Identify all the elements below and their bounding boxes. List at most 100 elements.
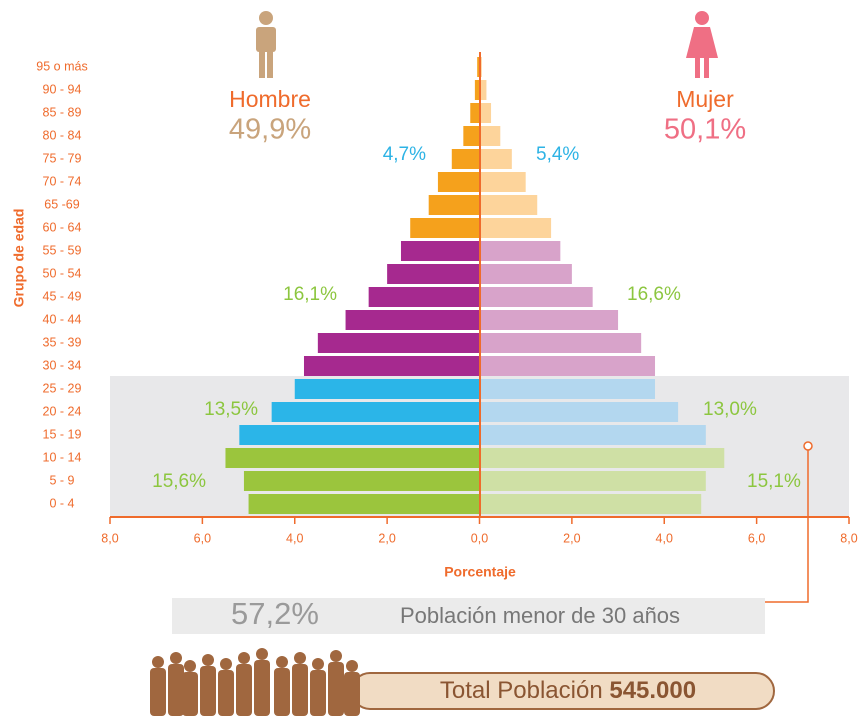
bar: [303, 356, 480, 376]
bar: [317, 333, 480, 353]
bar: [479, 80, 487, 100]
person-body: [168, 664, 184, 716]
bar: [479, 425, 706, 445]
bar: [479, 195, 538, 215]
person-head: [238, 652, 250, 664]
bar: [479, 379, 656, 399]
person-head: [276, 656, 288, 668]
legend-male: Hombre: [229, 86, 311, 112]
bar: [479, 333, 642, 353]
bar: [479, 149, 512, 169]
y-tick-label: 10 - 14: [43, 450, 82, 464]
group-share: 4,7%: [383, 144, 426, 165]
x-tick-label: 8,0: [101, 531, 118, 545]
y-tick-label: 0 - 4: [49, 496, 74, 510]
under30-box: [172, 598, 765, 634]
person-body: [182, 672, 198, 716]
group-share: 5,4%: [536, 144, 579, 165]
person-head: [312, 658, 324, 670]
y-tick-label: 85 - 89: [43, 105, 82, 119]
bar: [479, 494, 702, 514]
bar: [479, 264, 572, 284]
bar: [479, 172, 526, 192]
bar: [477, 57, 480, 77]
person-head: [202, 654, 214, 666]
bar: [368, 287, 480, 307]
group-share: 13,0%: [703, 399, 757, 420]
bar: [479, 241, 561, 261]
person-body: [274, 668, 290, 716]
person-body: [150, 668, 166, 716]
y-tick-label: 65 -69: [44, 197, 79, 211]
person-head: [220, 658, 232, 670]
x-tick-label: 0,0: [471, 531, 488, 545]
person-body: [254, 660, 270, 716]
total: Total Población 545.000: [440, 677, 696, 704]
person-head: [294, 652, 306, 664]
male-share: 49,9%: [229, 114, 311, 146]
bar: [474, 80, 480, 100]
y-tick-label: 15 - 19: [43, 427, 82, 441]
y-tick-label: 5 - 9: [49, 473, 74, 487]
bar: [479, 471, 706, 491]
bar: [294, 379, 480, 399]
person-head: [346, 660, 358, 672]
bar: [437, 172, 480, 192]
bar: [271, 402, 480, 422]
person-head: [184, 660, 196, 672]
x-tick-label: 2,0: [563, 531, 580, 545]
bar: [345, 310, 480, 330]
y-tick-label: 30 - 34: [43, 358, 82, 372]
x-tick-label: 4,0: [286, 531, 303, 545]
bar: [479, 218, 552, 238]
female-share: 50,1%: [664, 114, 746, 146]
y-tick-label: 35 - 39: [43, 335, 82, 349]
person-body: [310, 670, 326, 716]
group-share: 13,5%: [204, 399, 258, 420]
person-head: [256, 648, 268, 660]
y-axis-label: Grupo de edad: [11, 209, 27, 308]
y-tick-label: 20 - 24: [43, 404, 82, 418]
bar: [451, 149, 480, 169]
y-tick-label: 55 - 59: [43, 243, 82, 257]
bar: [463, 126, 480, 146]
person-body: [344, 672, 360, 716]
bar: [248, 494, 480, 514]
man-icon: [256, 11, 276, 78]
legend-female: Mujer: [676, 86, 734, 112]
person-body: [328, 662, 344, 716]
bar: [470, 103, 480, 123]
bar: [479, 103, 492, 123]
y-tick-label: 60 - 64: [43, 220, 82, 234]
x-axis-label: Porcentaje: [444, 564, 516, 580]
y-tick-label: 90 - 94: [43, 82, 82, 96]
total-value: 545.000: [609, 677, 696, 704]
bar: [479, 356, 656, 376]
y-tick-label: 70 - 74: [43, 174, 82, 188]
x-tick-label: 4,0: [656, 531, 673, 545]
connector: [765, 450, 809, 603]
y-tick-label: 25 - 29: [43, 381, 82, 395]
bar: [479, 287, 593, 307]
bar: [225, 448, 480, 468]
person-body: [236, 664, 252, 716]
person-body: [200, 666, 216, 716]
person-body: [292, 664, 308, 716]
under30-text: Población menor de 30 años: [400, 603, 680, 628]
x-tick-label: 2,0: [378, 531, 395, 545]
group-share: 16,1%: [283, 284, 337, 305]
group-share: 15,6%: [152, 471, 206, 492]
people-icons: [150, 648, 360, 716]
woman-icon: [686, 11, 718, 78]
connector-dot: [803, 441, 813, 451]
bar: [243, 471, 480, 491]
y-tick-label: 95 o más: [36, 59, 87, 73]
person-head: [170, 652, 182, 664]
x-tick-label: 6,0: [194, 531, 211, 545]
y-tick-label: 40 - 44: [43, 312, 82, 326]
x-tick-label: 8,0: [840, 531, 857, 545]
person-body: [218, 670, 234, 716]
bar: [400, 241, 480, 261]
person-head: [152, 656, 164, 668]
bar: [387, 264, 480, 284]
